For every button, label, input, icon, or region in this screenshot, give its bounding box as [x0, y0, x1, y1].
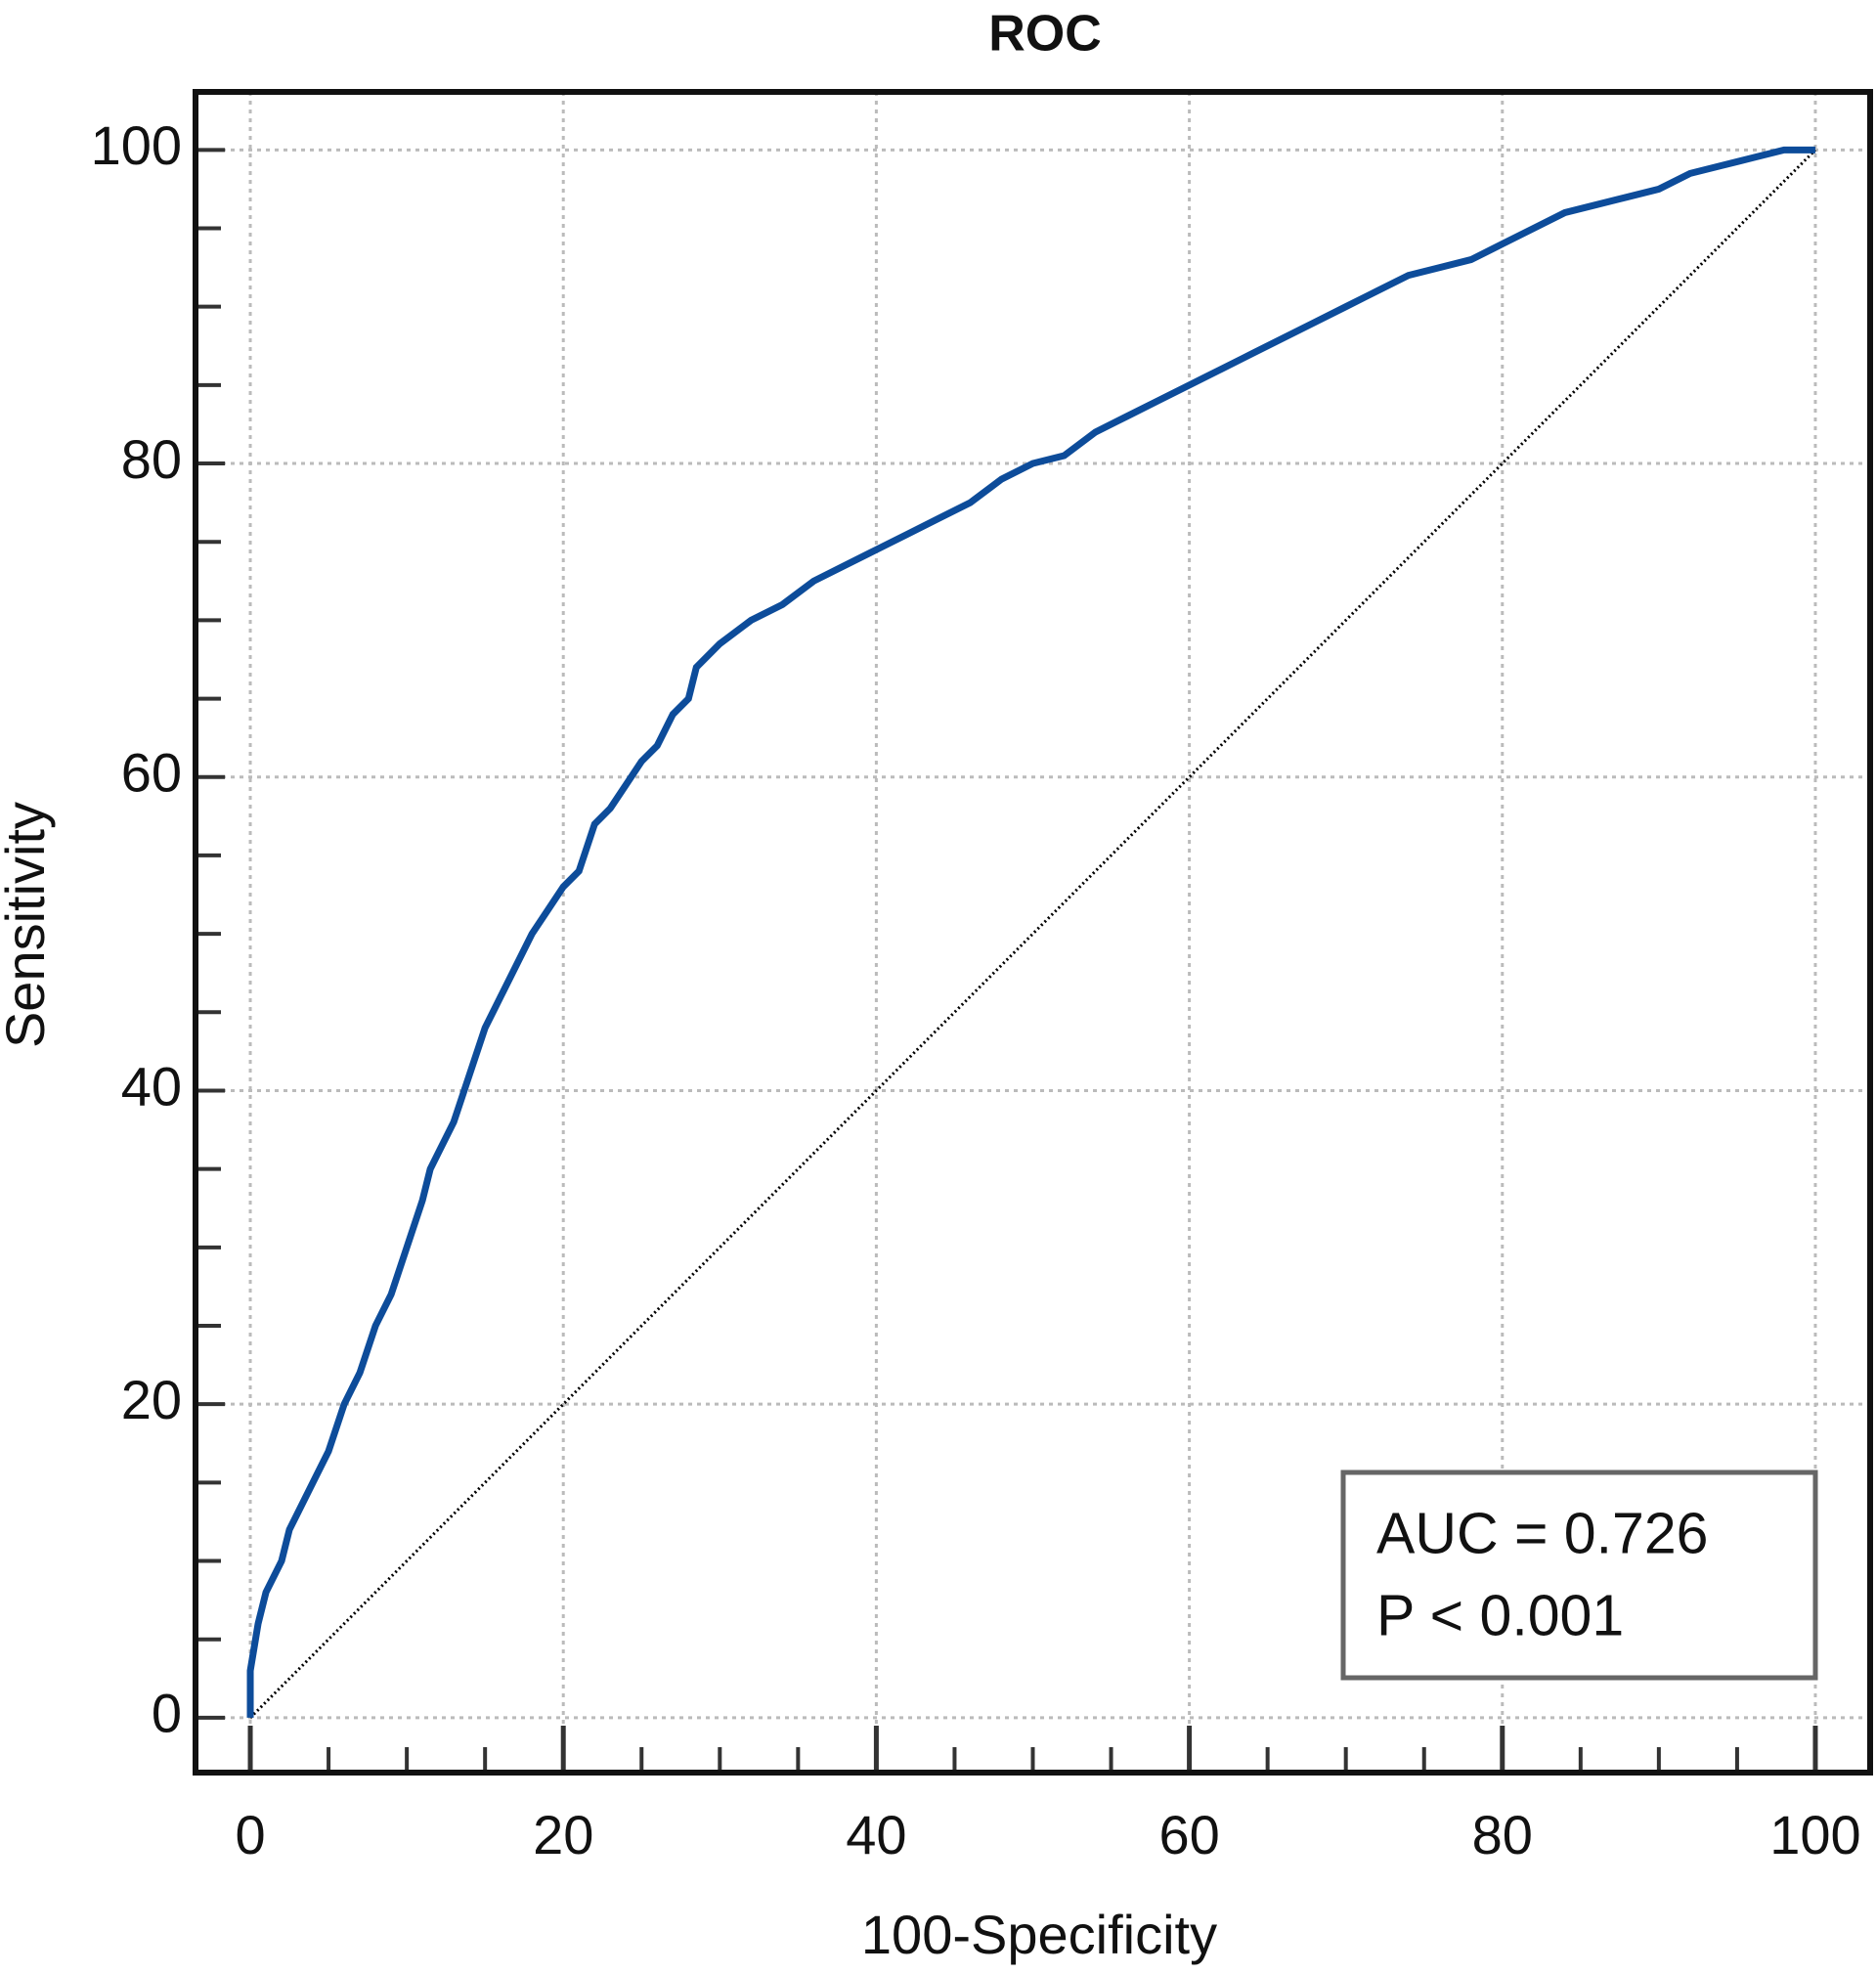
x-tick-label: 80: [1472, 1804, 1533, 1865]
y-tick-label: 40: [121, 1055, 182, 1117]
x-tick-label: 0: [235, 1804, 265, 1865]
x-tick-label: 20: [533, 1804, 593, 1865]
annotation: AUC = 0.726: [1376, 1502, 1708, 1566]
y-tick-label: 20: [121, 1369, 182, 1430]
x-tick-label: 100: [1769, 1804, 1860, 1865]
x-tick-label: 40: [846, 1804, 906, 1865]
y-tick-label: 60: [121, 742, 182, 804]
y-axis-label: Sensitivity: [0, 802, 56, 1048]
chart-title: ROC: [988, 6, 1102, 63]
y-tick-label: 80: [121, 428, 182, 490]
annotation: P < 0.001: [1376, 1584, 1624, 1648]
y-tick-label: 0: [152, 1683, 182, 1744]
annotation-box: [1340, 1470, 1818, 1681]
x-axis-label: 100-Specificity: [861, 1904, 1217, 1965]
y-tick-label: 100: [91, 114, 182, 176]
x-tick-label: 60: [1158, 1804, 1219, 1865]
plot-frame: [193, 89, 1873, 1776]
roc-curve: [246, 146, 1815, 1718]
